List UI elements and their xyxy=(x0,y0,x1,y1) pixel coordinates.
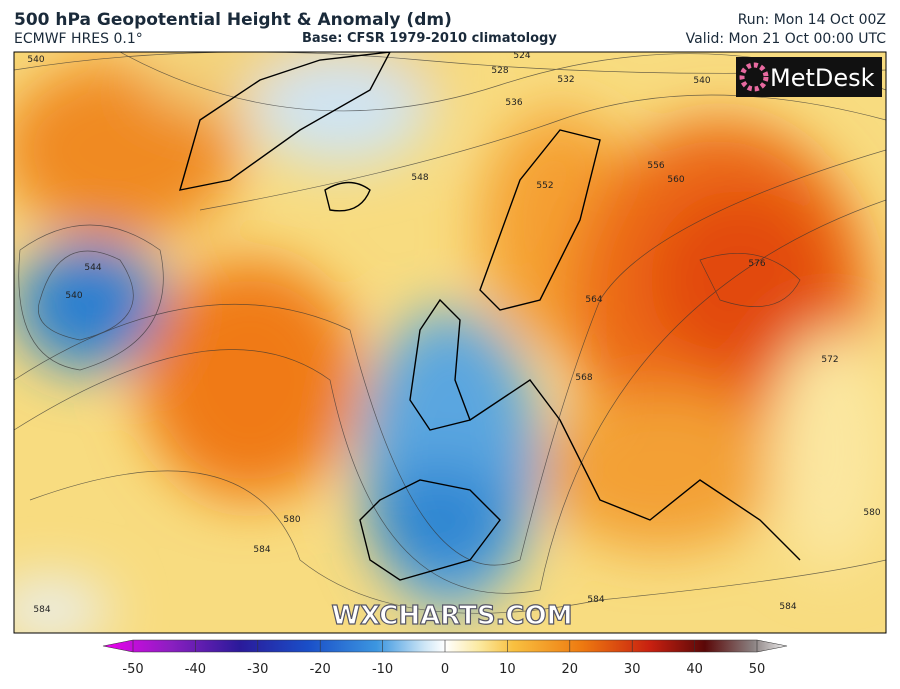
logo-box xyxy=(736,57,882,97)
map-frame xyxy=(13,51,887,634)
colorbar-tick-label: 20 xyxy=(562,662,579,677)
contour-label: 572 xyxy=(821,355,838,365)
contour-label: 568 xyxy=(575,373,592,383)
contour-label: 556 xyxy=(647,161,664,171)
contour-label: 524 xyxy=(513,51,530,61)
run: Run: Mon 14 Oct 00Z xyxy=(737,12,886,28)
contour-label: 544 xyxy=(84,263,101,273)
colorbar-tick-label: -10 xyxy=(372,662,393,677)
colorbar-tick-label: 10 xyxy=(499,662,516,677)
logo: MetDesk xyxy=(770,64,875,92)
colorbar-tick-label: -30 xyxy=(247,662,268,677)
colorbar-tick-label: -50 xyxy=(122,662,143,677)
contour-label: 584 xyxy=(253,545,270,555)
contour-label: 584 xyxy=(779,602,796,612)
contour-label: 560 xyxy=(667,175,684,185)
contour-label: 540 xyxy=(27,55,44,65)
contour-label: 564 xyxy=(585,295,602,305)
contour-label: 580 xyxy=(283,515,300,525)
model: ECMWF HRES 0.1° xyxy=(14,31,143,47)
watermark: WXCHARTS.COM xyxy=(331,601,572,631)
contour-label: 540 xyxy=(65,291,82,301)
contour-label: 532 xyxy=(557,75,574,85)
contour-label: 576 xyxy=(748,259,765,269)
coastlines xyxy=(179,52,801,581)
contour-label: 548 xyxy=(411,173,428,183)
colorbar-tick-label: -20 xyxy=(310,662,331,677)
colorbar-tick-label: 40 xyxy=(686,662,703,677)
contour-label: 540 xyxy=(693,76,710,86)
contour-label: 584 xyxy=(587,595,604,605)
contour-label: 528 xyxy=(491,66,508,76)
contour-label: 580 xyxy=(863,508,880,518)
valid: Valid: Mon 21 Oct 00:00 UTC xyxy=(685,31,886,47)
contour-label: 536 xyxy=(505,98,522,108)
base: Base: CFSR 1979-2010 climatology xyxy=(302,31,557,46)
contour-label: 552 xyxy=(536,181,553,191)
colorbar-tick-label: 50 xyxy=(749,662,766,677)
colorbar-tick-label: 0 xyxy=(441,662,449,677)
colorbar-tick-label: 30 xyxy=(624,662,641,677)
contour-label: 584 xyxy=(33,605,50,615)
colorbar-tick-label: -40 xyxy=(185,662,206,677)
logo-icon xyxy=(739,62,769,92)
title: 500 hPa Geopotential Height & Anomaly (d… xyxy=(14,10,452,30)
